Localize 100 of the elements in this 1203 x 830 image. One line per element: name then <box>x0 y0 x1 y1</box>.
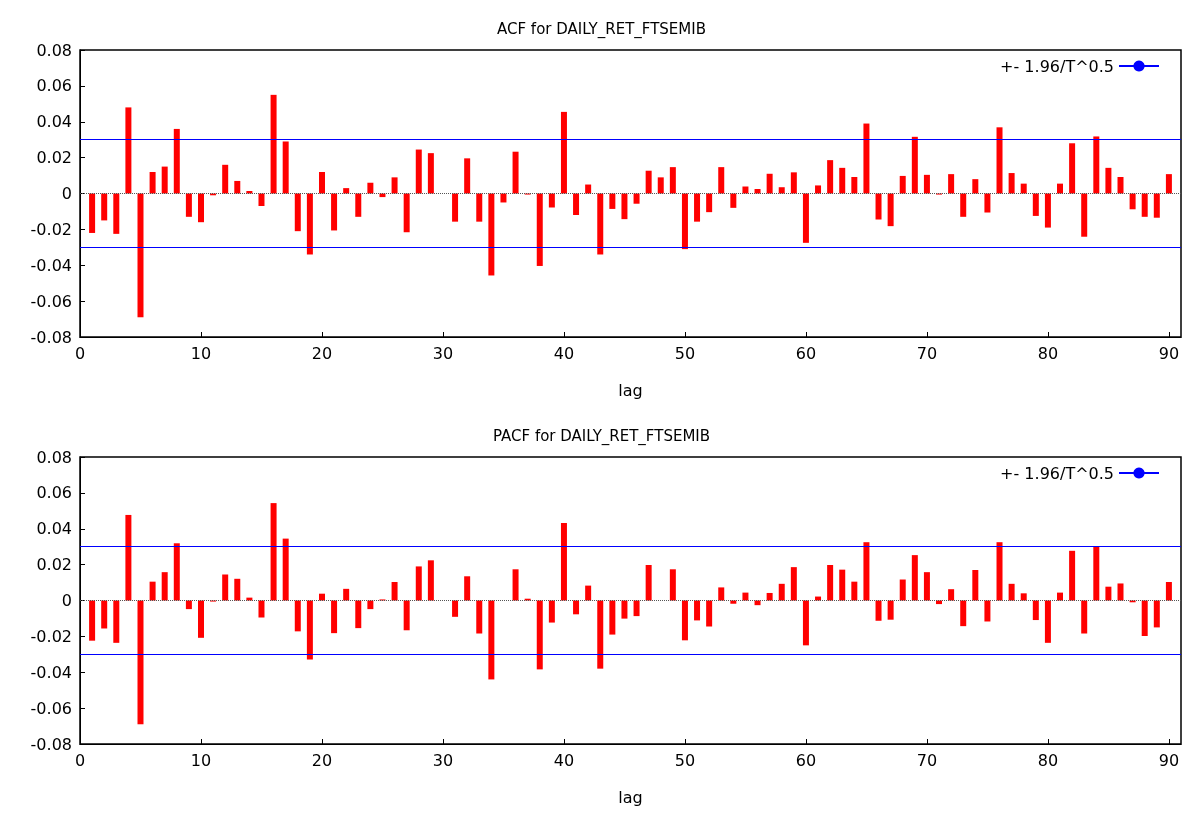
bar <box>367 182 374 194</box>
bar <box>996 127 1003 194</box>
x-tick-label: 70 <box>916 343 938 363</box>
bar <box>222 574 229 601</box>
bar <box>234 180 241 194</box>
bar <box>923 572 930 601</box>
bar <box>1129 193 1136 210</box>
bar <box>427 153 434 194</box>
bar <box>633 600 640 617</box>
bar <box>343 588 350 601</box>
bar <box>681 600 688 641</box>
bar <box>1044 600 1051 643</box>
bar <box>1081 600 1088 634</box>
bar <box>101 193 108 221</box>
bar <box>258 600 265 618</box>
bar <box>742 592 749 601</box>
bar <box>718 167 725 194</box>
bar <box>355 600 362 629</box>
bar <box>706 600 713 627</box>
bar <box>560 111 567 194</box>
bar <box>778 583 785 601</box>
bar <box>887 193 894 227</box>
bar <box>294 600 301 632</box>
bar <box>294 193 301 232</box>
bar <box>222 164 229 194</box>
x-tick-label: 40 <box>553 750 575 770</box>
bar <box>185 600 192 610</box>
bar <box>367 600 374 610</box>
bar <box>1165 582 1172 601</box>
bar <box>597 600 604 669</box>
bar <box>452 600 459 617</box>
bar <box>560 523 567 601</box>
bar <box>1032 193 1039 216</box>
bar <box>790 567 797 601</box>
bar <box>948 589 955 601</box>
legend-label: +- 1.96/T^0.5 <box>1000 56 1114 76</box>
bar <box>609 600 616 635</box>
x-tick-label: 80 <box>1037 343 1059 363</box>
bar <box>1117 583 1124 601</box>
bar <box>984 193 991 213</box>
bar <box>113 193 120 234</box>
bar <box>1093 136 1100 194</box>
x-tick-label: 10 <box>190 750 212 770</box>
bar <box>923 174 930 194</box>
bar <box>742 186 749 194</box>
bar <box>839 569 846 601</box>
bar <box>488 193 495 276</box>
bar <box>452 193 459 222</box>
bar <box>548 600 555 623</box>
bar <box>609 193 616 209</box>
bar <box>197 193 204 223</box>
bar <box>681 193 688 250</box>
bar <box>815 185 822 194</box>
x-axis-title: lag <box>618 380 643 400</box>
y-tick-label: -0.06 <box>30 291 72 311</box>
bar <box>948 174 955 194</box>
bar <box>984 600 991 622</box>
bar <box>960 600 967 627</box>
bar <box>427 560 434 601</box>
bar <box>863 123 870 194</box>
bar <box>863 542 870 601</box>
y-tick-label: 0.08 <box>36 40 72 60</box>
bar <box>149 581 156 601</box>
bar <box>1008 173 1015 194</box>
bar <box>137 193 144 318</box>
bar <box>343 188 350 194</box>
y-tick-label: 0.04 <box>36 519 72 539</box>
bar <box>306 600 313 660</box>
bar <box>391 177 398 194</box>
bar <box>125 514 132 601</box>
bar <box>1153 600 1160 628</box>
bar <box>899 175 906 194</box>
bar <box>512 151 519 194</box>
bar <box>1069 550 1076 601</box>
bar <box>911 555 918 601</box>
bar <box>996 542 1003 601</box>
bar <box>318 171 325 194</box>
bar <box>730 193 737 208</box>
x-tick-label: 30 <box>432 750 454 770</box>
bar <box>1105 167 1112 194</box>
bar <box>1020 593 1027 601</box>
bar <box>331 600 338 634</box>
bar <box>657 177 664 194</box>
bar <box>790 172 797 194</box>
bar <box>89 600 96 641</box>
bar <box>464 576 471 601</box>
y-tick-label: 0.02 <box>36 555 72 575</box>
y-tick-label: -0.04 <box>30 255 72 275</box>
bar <box>621 600 628 619</box>
bar <box>464 158 471 194</box>
bar <box>270 94 277 194</box>
bar <box>1141 193 1148 217</box>
y-tick-label: 0 <box>61 184 72 203</box>
bar <box>173 543 180 601</box>
bar <box>778 187 785 194</box>
y-tick-label: 0.08 <box>36 447 72 467</box>
bar <box>597 193 604 255</box>
bar <box>125 107 132 194</box>
bar <box>669 167 676 194</box>
bar <box>548 193 555 208</box>
